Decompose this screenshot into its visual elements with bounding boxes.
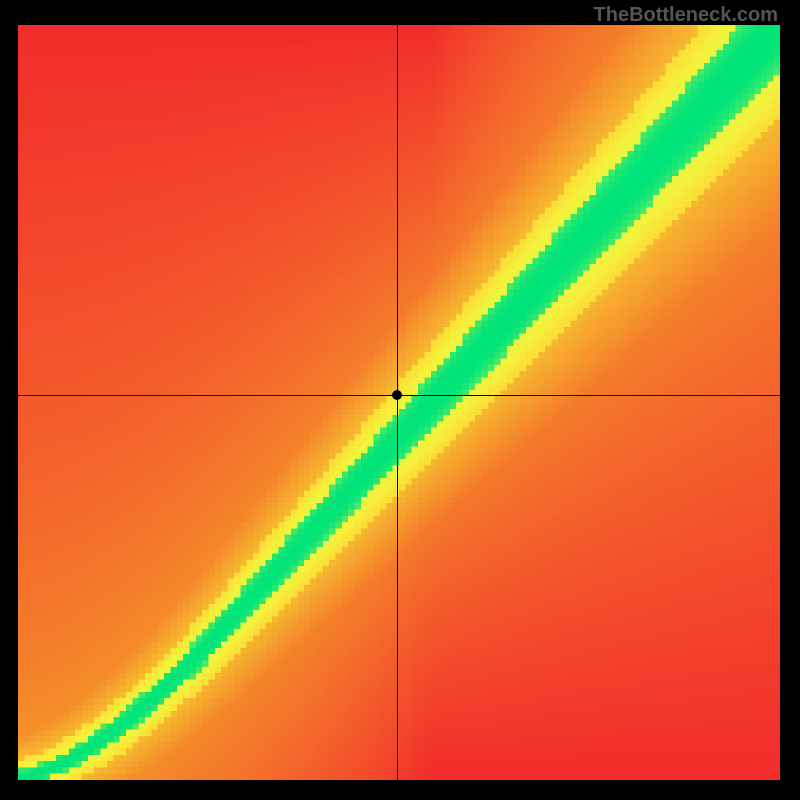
crosshair-vertical bbox=[397, 25, 398, 780]
plot-area bbox=[18, 25, 780, 780]
watermark-text: TheBottleneck.com bbox=[594, 4, 778, 27]
bottleneck-marker bbox=[392, 390, 402, 400]
heatmap-canvas bbox=[18, 25, 780, 780]
